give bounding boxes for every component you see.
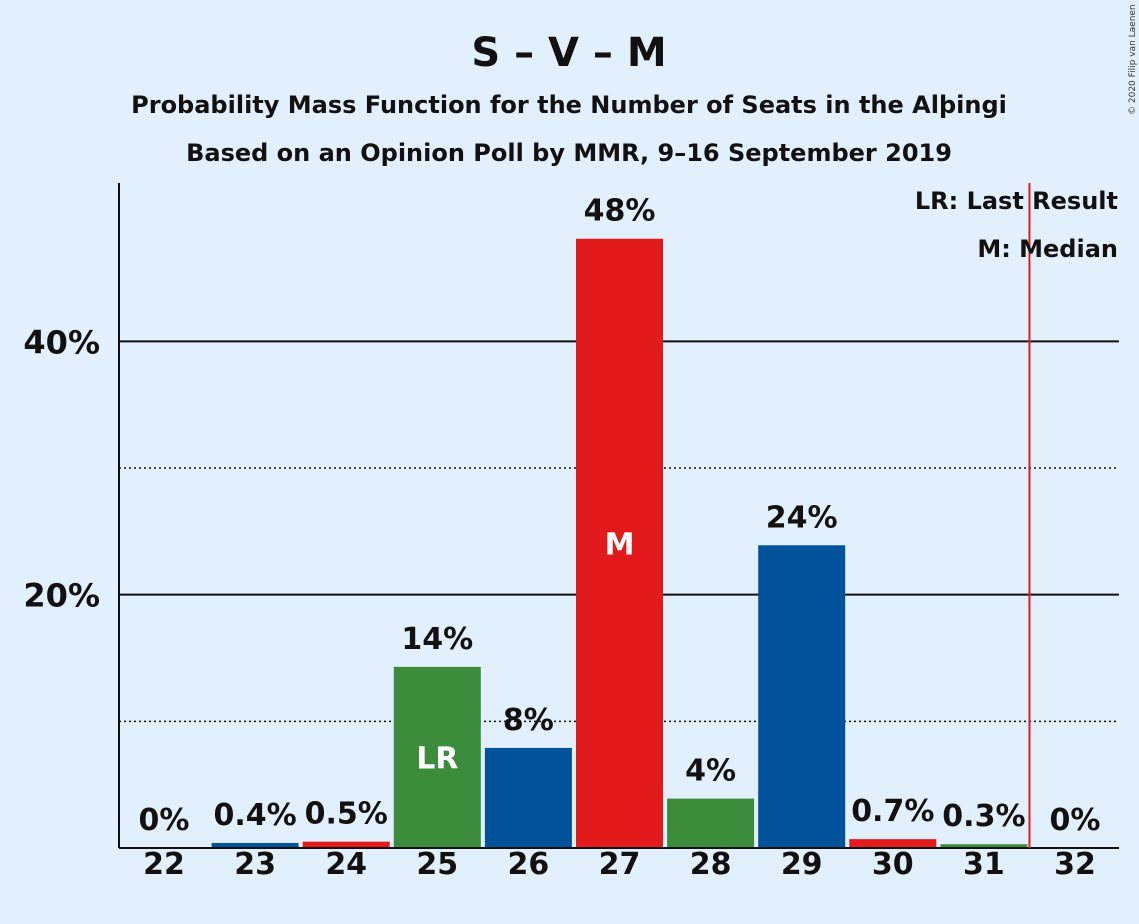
copyright-text: © 2020 Filip van Laenen: [1128, 4, 1138, 115]
bar-25: [393, 666, 481, 848]
x-tick-label: 25: [416, 847, 458, 882]
bar-24: [302, 841, 390, 848]
data-label: 48%: [584, 194, 656, 229]
chart-subtitle-1: Probability Mass Function for the Number…: [131, 91, 1007, 119]
x-tick-label: 29: [781, 847, 823, 882]
data-label: 0.5%: [305, 797, 388, 832]
data-label: 0%: [1050, 803, 1101, 838]
x-tick-label: 32: [1054, 847, 1096, 882]
bar-29: [758, 545, 846, 848]
bar-31: [940, 844, 1028, 848]
x-tick-label: 28: [690, 847, 732, 882]
data-label: 0.7%: [851, 794, 934, 829]
bar-27: [576, 238, 663, 848]
bar-26: [484, 747, 572, 848]
last-result-mark: LR: [416, 741, 458, 776]
legend-median: M: Median: [977, 235, 1118, 263]
data-label: 0.3%: [942, 799, 1025, 834]
x-axis-ticks: 22 23 24 25 26 27 28 29 30 31 32: [143, 847, 1096, 882]
bar-30: [849, 839, 937, 848]
median-mark: M: [605, 527, 635, 562]
data-label: 14%: [401, 622, 473, 657]
y-tick-label: 20%: [23, 577, 100, 615]
x-tick-label: 27: [599, 847, 641, 882]
data-label: 24%: [766, 500, 838, 535]
data-label: 0%: [139, 803, 190, 838]
legend-last-result: LR: Last Result: [915, 187, 1118, 215]
data-label: 8%: [503, 703, 554, 738]
bar-23: [211, 842, 299, 848]
x-tick-label: 24: [325, 847, 367, 882]
data-labels: 0% 0.4% 0.5% 14% LR 8% 48% M 4% 24% 0.7% 0.3% 0%: [139, 194, 1101, 838]
chart-title: S – V – M: [471, 30, 666, 76]
y-tick-label: 40%: [23, 323, 100, 361]
bar-28: [667, 798, 755, 848]
x-tick-label: 30: [872, 847, 914, 882]
x-tick-label: 31: [963, 847, 1005, 882]
x-tick-label: 22: [143, 847, 185, 882]
x-tick-label: 26: [508, 847, 550, 882]
chart-subtitle-2: Based on an Opinion Poll by MMR, 9–16 Se…: [186, 139, 952, 167]
y-axis-ticks: 20% 40%: [23, 323, 100, 614]
data-label: 4%: [685, 754, 736, 789]
bars: [211, 238, 1028, 848]
data-label: 0.4%: [213, 798, 296, 833]
x-tick-label: 23: [234, 847, 276, 882]
